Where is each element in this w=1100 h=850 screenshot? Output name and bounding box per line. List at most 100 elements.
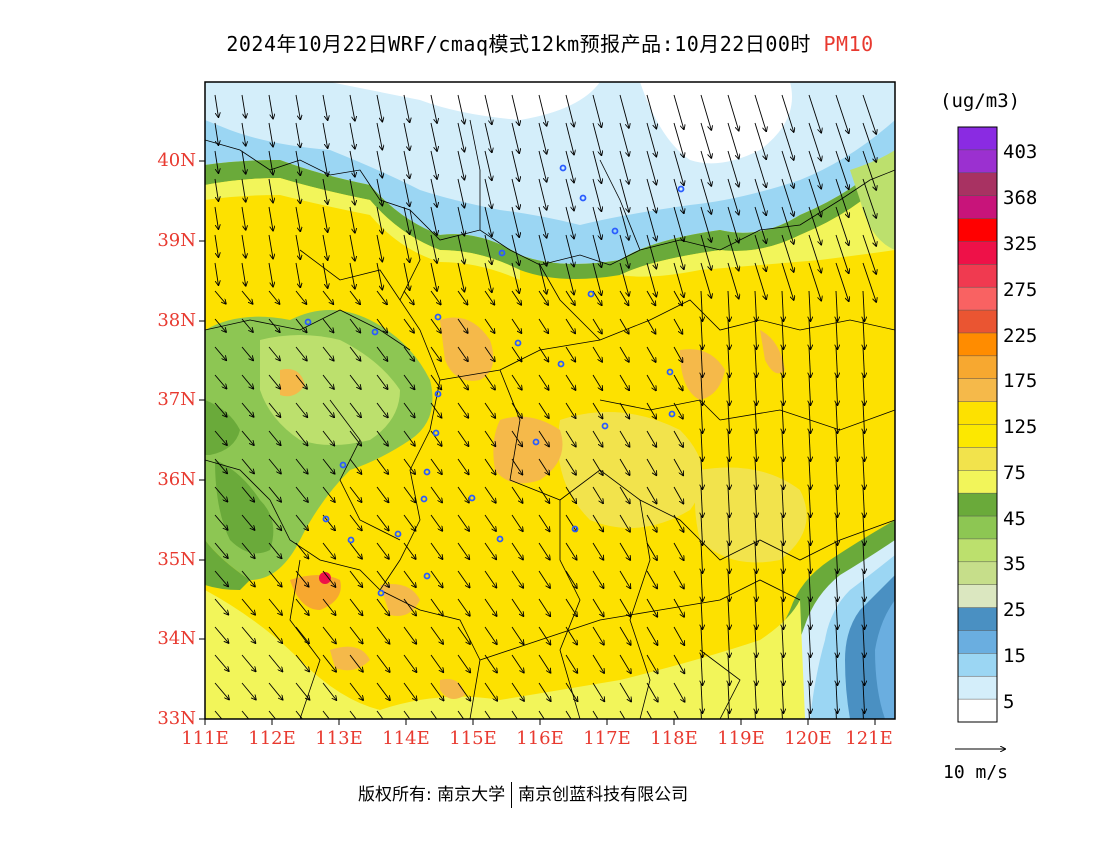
lat-label-35n: 35N <box>157 549 196 570</box>
wind-vector <box>700 262 711 298</box>
wind-vector <box>511 150 519 181</box>
wind-vector <box>241 262 246 286</box>
wind-vector <box>673 626 684 645</box>
wind-vector <box>862 234 876 274</box>
legend-colorbar <box>958 127 997 723</box>
wind-vector <box>565 150 574 183</box>
wind-vector <box>646 626 658 645</box>
wind-vector <box>430 122 437 151</box>
wind-vector <box>214 178 218 201</box>
wind-vector <box>241 598 255 615</box>
wind-vector <box>484 178 492 208</box>
wind-vector <box>646 430 656 447</box>
wind-vector <box>295 682 310 700</box>
legend-label-35: 35 <box>1003 553 1026 575</box>
wind-vector <box>214 122 218 145</box>
wind-vector <box>214 374 227 389</box>
wind-vector <box>214 206 218 229</box>
wind-vector <box>863 654 865 685</box>
wind-vector <box>322 430 334 446</box>
wind-vector <box>835 150 849 189</box>
wind-vector <box>295 346 307 361</box>
wind-vector <box>268 318 280 332</box>
wind-vector <box>727 178 739 215</box>
wind-vector <box>836 514 838 545</box>
wind-vector <box>295 374 307 389</box>
wind-vector <box>782 374 784 405</box>
wind-vector <box>214 94 218 117</box>
wind-vector <box>241 542 255 558</box>
wind-vector <box>782 570 784 601</box>
wind-vector <box>673 262 684 297</box>
wind-vector <box>673 402 683 419</box>
wind-vector <box>430 206 437 235</box>
wind-vector <box>511 206 519 237</box>
wind-vector <box>673 682 685 702</box>
wind-vector <box>700 710 702 719</box>
wind-vector <box>214 654 229 671</box>
wind-vector <box>700 206 711 242</box>
wind-vector <box>646 346 656 362</box>
wind-vector <box>592 318 602 334</box>
wind-vector <box>349 318 360 333</box>
wind-vector <box>214 710 223 719</box>
wind-vector <box>295 430 308 445</box>
wind-vector <box>862 178 876 218</box>
wind-vector <box>836 542 838 573</box>
wind-vector <box>295 122 300 147</box>
wind-vector <box>241 290 253 304</box>
wind-vector <box>214 682 229 699</box>
wind-vector <box>646 374 656 390</box>
wind-vector <box>862 206 876 246</box>
wind-vector <box>403 234 410 262</box>
wind-vector <box>457 150 464 180</box>
wind-vector <box>322 682 336 700</box>
wind-vector <box>782 626 784 657</box>
wind-vector <box>538 234 547 266</box>
wind-vector <box>809 346 811 377</box>
wind-vector <box>863 458 865 489</box>
copyright-separator <box>511 782 513 808</box>
legend-swatch <box>958 424 997 448</box>
wind-vector <box>376 122 382 150</box>
wind-vector <box>538 458 549 475</box>
lon-label-117e: 117E <box>583 728 631 749</box>
wind-vector <box>727 94 739 131</box>
wind-vector <box>376 570 389 587</box>
wind-vector <box>403 654 417 672</box>
wind-vector <box>700 122 711 158</box>
wind-vector <box>349 542 362 559</box>
wind-vector <box>835 94 849 133</box>
wind-vector <box>349 626 363 644</box>
wind-vector <box>322 94 328 120</box>
wind-vector <box>809 318 811 349</box>
wind-vector <box>862 262 876 302</box>
wind-vector <box>511 290 521 305</box>
wind-vector <box>403 178 410 206</box>
wind-vector <box>322 542 335 559</box>
wind-vector <box>619 346 629 362</box>
wind-vector <box>214 346 226 360</box>
wind-vector <box>728 570 730 601</box>
wind-vector <box>836 682 838 713</box>
wind-vector <box>268 598 282 615</box>
wind-vector <box>457 430 469 446</box>
wind-vector <box>538 318 548 333</box>
wind-vector <box>863 514 865 545</box>
wind-vector <box>214 486 227 502</box>
wind-vector <box>376 234 382 262</box>
wind-vector <box>673 430 683 447</box>
wind-vector <box>673 486 683 504</box>
wind-vector <box>836 458 838 489</box>
wind-vector <box>728 458 730 489</box>
wind-vector <box>727 206 739 243</box>
wind-vector <box>646 206 656 241</box>
wind-vector <box>619 486 630 503</box>
wind-vector <box>619 402 629 419</box>
wind-vector <box>755 682 757 713</box>
wind-vector <box>565 346 575 362</box>
wind-vector <box>457 402 468 418</box>
wind-vector <box>863 318 865 349</box>
wind-vector <box>349 486 362 502</box>
legend-swatch <box>958 607 997 631</box>
